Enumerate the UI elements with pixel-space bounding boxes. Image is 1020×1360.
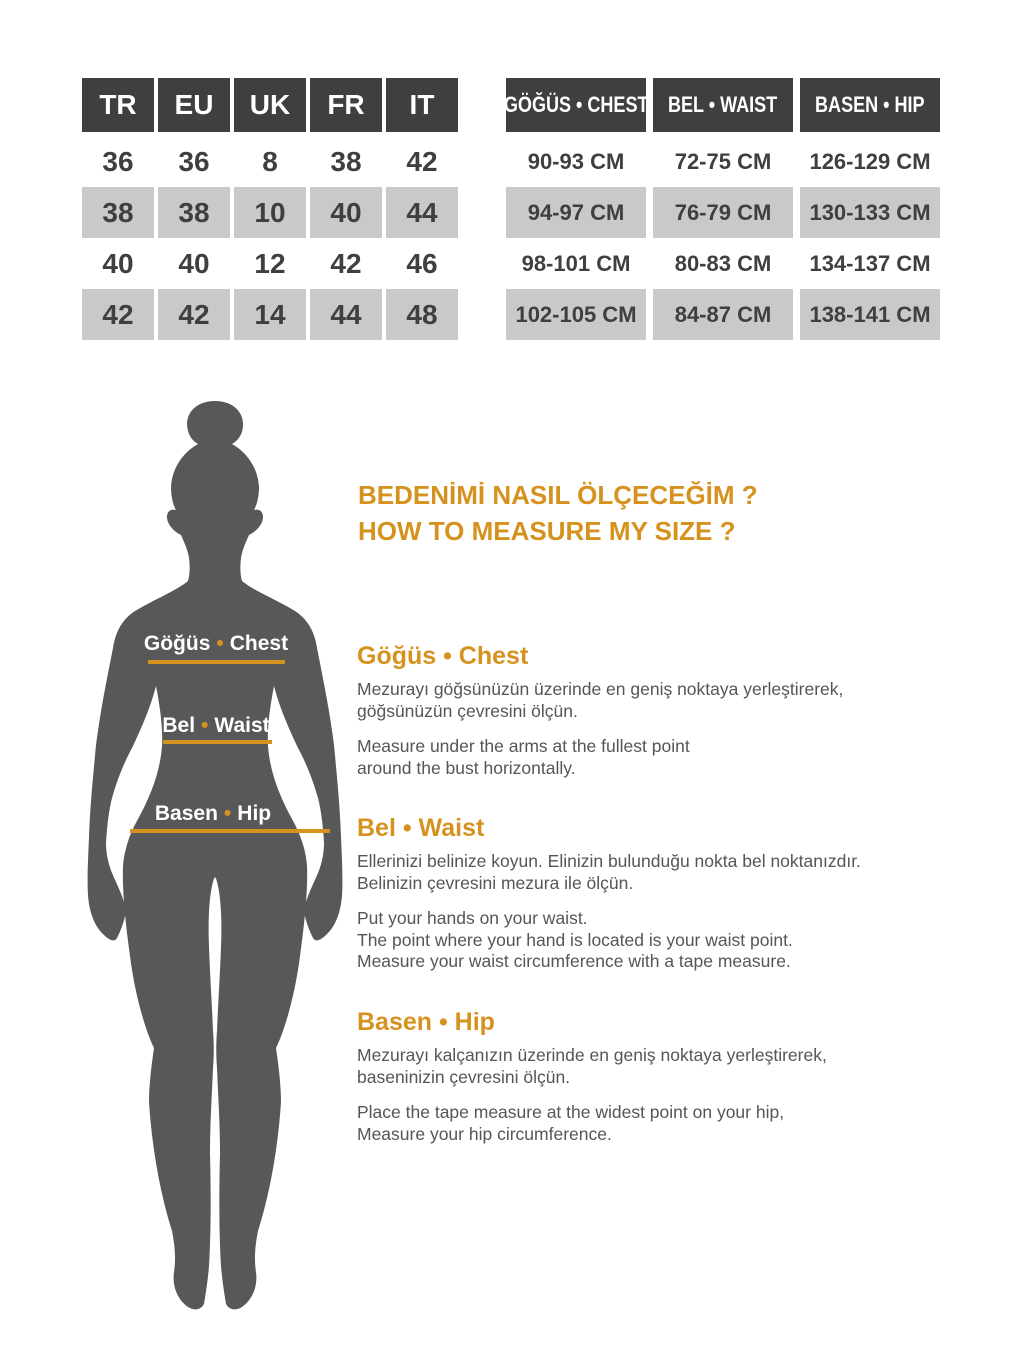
bullet-icon: •	[223, 802, 232, 825]
size-cell: 42	[330, 247, 362, 279]
size-cell: 40	[310, 187, 382, 238]
size-cell: 48	[386, 289, 458, 340]
female-body-silhouette	[87, 401, 343, 1310]
hip-label-en: Hip	[237, 802, 272, 825]
size-table-header-cell: IT	[386, 78, 458, 132]
section-hip-text-tr: Mezurayı kalçanızın üzerinde en geniş no…	[357, 1045, 827, 1087]
size-cell: 12	[254, 247, 286, 279]
size-cell: 44	[386, 187, 458, 238]
size-table-body: 36 36 8 38 42 38 38 10 40 44 40 40 12 42…	[82, 136, 458, 340]
section-hip: Basen • Hip Mezurayı kalçanızın üzerinde…	[357, 1008, 987, 1159]
measurement-cell: 126-129 CM	[809, 148, 931, 174]
measurement-cell: 76-79 CM	[653, 187, 793, 238]
measurement-cell: 98-101 CM	[521, 250, 631, 276]
section-chest: Göğüs • Chest Mezurayı göğsünüzün üzerin…	[357, 642, 987, 793]
measurement-table-header-row: GÖĞÜS • CHEST BEL • WAIST BASEN • HIP	[503, 78, 940, 132]
size-cell: 46	[406, 247, 438, 279]
size-cell: 10	[234, 187, 306, 238]
size-cell: 8	[262, 145, 278, 177]
measurement-cell: 90-93 CM	[527, 148, 625, 174]
bullet-icon: •	[216, 632, 224, 655]
measurement-table-header-cell: GÖĞÜS • CHEST	[503, 78, 649, 132]
section-waist-heading: Bel • Waist	[357, 814, 485, 842]
size-cell: 38	[330, 145, 362, 177]
size-cell: 36	[178, 145, 210, 177]
measurement-cell: 94-97 CM	[506, 187, 646, 238]
hip-label: Basen • Hip	[123, 802, 303, 826]
waist-label: Bel • Waist	[126, 714, 306, 738]
hip-label-tr: Basen	[154, 802, 218, 825]
size-cell: 42	[406, 145, 438, 177]
size-table-header-row: TR EU UK FR IT	[82, 78, 458, 132]
bullet-icon: •	[201, 714, 209, 737]
header-label: BEL • WAIST	[668, 92, 778, 117]
measurement-cell: 130-133 CM	[800, 187, 940, 238]
section-hip-heading: Basen • Hip	[357, 1008, 495, 1036]
hip-measure-line	[130, 829, 330, 833]
guide-title-en: HOW TO MEASURE MY SIZE ?	[358, 516, 736, 546]
size-cell: 14	[234, 289, 306, 340]
measurement-cell: 84-87 CM	[653, 289, 793, 340]
measurement-cell: 80-83 CM	[674, 250, 772, 276]
waist-label-en: Waist	[214, 714, 270, 737]
section-waist-text-tr: Ellerinizi belinize koyun. Elinizin bulu…	[357, 851, 861, 893]
header-label: BASEN • HIP	[815, 92, 925, 117]
section-hip-text-en: Place the tape measure at the widest poi…	[357, 1102, 785, 1144]
section-waist-text-en: Put your hands on your waist. The point …	[357, 908, 793, 971]
measurement-cell: 72-75 CM	[674, 148, 772, 174]
guide-title-tr: BEDENİMİ NASIL ÖLÇECEĞİM ?	[358, 480, 758, 510]
size-cell: 38	[158, 187, 230, 238]
measurement-table-body: 90-93 CM 72-75 CM 126-129 CM 94-97 CM 76…	[506, 136, 940, 340]
section-chest-text-en: Measure under the arms at the fullest po…	[357, 736, 690, 778]
measurement-cell: 138-141 CM	[800, 289, 940, 340]
measurement-cell: 102-105 CM	[506, 289, 646, 340]
waist-measure-line	[163, 740, 272, 744]
size-table-header-cell: TR	[82, 78, 154, 132]
size-table-header-cell: UK	[234, 78, 306, 132]
measurement-table-header-cell: BEL • WAIST	[653, 78, 793, 132]
size-cell: 42	[158, 289, 230, 340]
size-cell: 44	[310, 289, 382, 340]
section-chest-heading: Göğüs • Chest	[357, 642, 529, 670]
size-cell: 38	[82, 187, 154, 238]
size-cell: 40	[102, 247, 134, 279]
chest-measure-line	[148, 660, 285, 664]
chest-label-en: Chest	[229, 632, 289, 655]
section-chest-text-tr: Mezurayı göğsünüzün üzerinde en geniş no…	[357, 679, 844, 721]
size-table-header-cell: FR	[310, 78, 382, 132]
guide-title: BEDENİMİ NASIL ÖLÇECEĞİM ? HOW TO MEASUR…	[358, 477, 758, 549]
measurement-table-header-cell: BASEN • HIP	[800, 78, 940, 132]
size-cell: 36	[102, 145, 134, 177]
size-table-header-cell: EU	[158, 78, 230, 132]
chest-label: Göğüs • Chest	[126, 632, 306, 656]
measurement-cell: 134-137 CM	[809, 250, 931, 276]
size-cell: 42	[82, 289, 154, 340]
size-cell: 40	[178, 247, 210, 279]
chest-label-tr: Göğüs	[143, 632, 211, 655]
waist-label-tr: Bel	[162, 714, 196, 737]
section-waist: Bel • Waist Ellerinizi belinize koyun. E…	[357, 814, 987, 987]
header-label: GÖĞÜS • CHEST	[503, 92, 649, 117]
